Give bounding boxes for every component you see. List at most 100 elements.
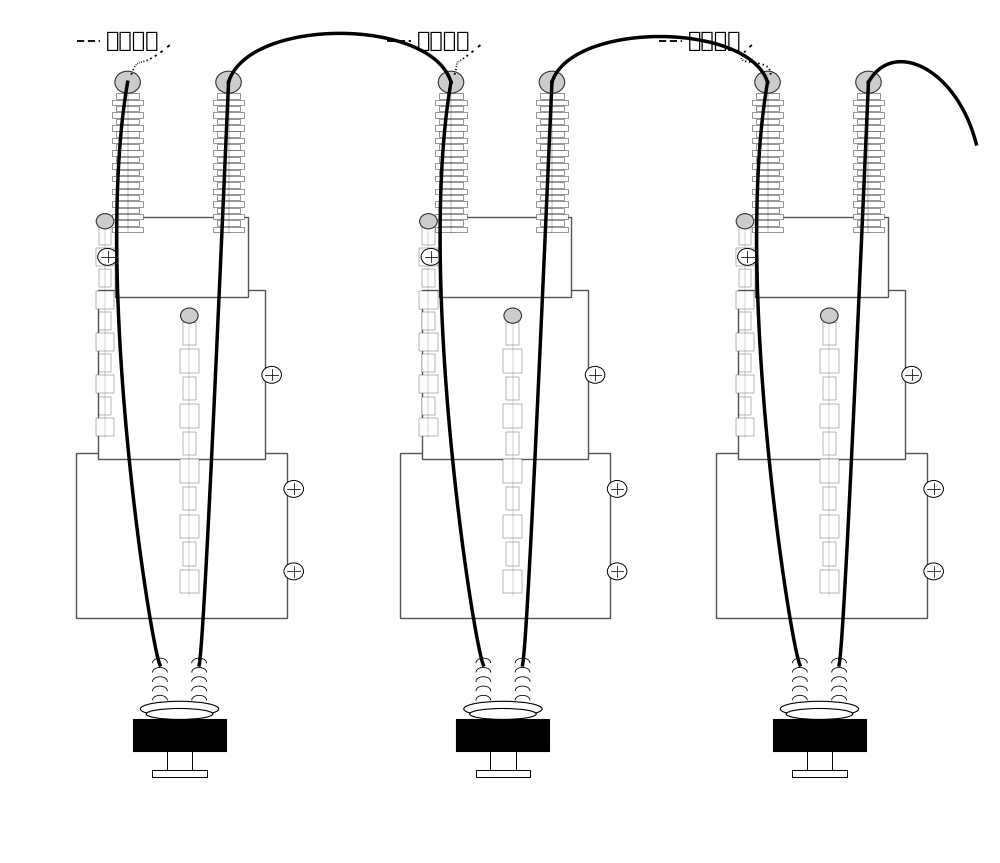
Bar [536, 138, 568, 143]
Bar [116, 182, 139, 187]
Bar [536, 188, 568, 194]
Bar [857, 144, 880, 149]
Circle shape [284, 481, 304, 497]
Bar [180, 459, 199, 482]
Bar [439, 106, 463, 111]
Bar [756, 195, 779, 200]
Bar [116, 220, 139, 225]
Bar [536, 150, 568, 156]
Circle shape [284, 563, 304, 580]
Bar [217, 182, 240, 187]
Bar [736, 418, 754, 436]
Bar [853, 188, 884, 194]
Bar [96, 418, 114, 436]
Bar [540, 169, 564, 175]
Bar [853, 138, 884, 143]
Circle shape [585, 367, 605, 383]
Bar [217, 169, 240, 175]
Bar [213, 150, 244, 156]
Bar [422, 227, 435, 245]
Bar [99, 227, 111, 245]
Bar [183, 322, 196, 345]
Circle shape [820, 308, 838, 324]
Bar [857, 208, 880, 213]
Bar [419, 291, 438, 309]
Bar [752, 100, 783, 105]
Bar [853, 125, 884, 130]
Bar [823, 432, 836, 456]
Bar [435, 100, 467, 105]
Bar [756, 182, 779, 187]
Bar [439, 131, 463, 137]
Bar [112, 227, 143, 232]
Bar [853, 227, 884, 232]
Bar [439, 119, 463, 124]
Bar [422, 354, 435, 372]
Circle shape [96, 214, 114, 229]
Bar [435, 163, 467, 168]
Bar [752, 112, 783, 118]
Text: 接电抗器: 接电抗器 [417, 31, 470, 51]
Bar [435, 150, 467, 156]
Bar [503, 350, 522, 373]
Bar [853, 214, 884, 219]
Bar [857, 106, 880, 111]
Bar [99, 312, 111, 330]
Bar [116, 157, 139, 162]
Bar [792, 770, 847, 778]
Bar [213, 138, 244, 143]
Bar [506, 376, 519, 400]
Bar [439, 169, 463, 175]
Bar [739, 312, 751, 330]
Bar [739, 269, 751, 287]
Bar [756, 144, 779, 149]
Bar [217, 106, 240, 111]
Bar [536, 201, 568, 206]
Bar [540, 220, 564, 225]
Bar [736, 375, 754, 394]
Bar [112, 138, 143, 143]
Bar [133, 719, 226, 751]
Bar [116, 119, 139, 124]
Bar [752, 176, 783, 181]
Circle shape [98, 249, 117, 265]
Bar [419, 249, 438, 266]
Circle shape [736, 214, 754, 229]
Bar [116, 195, 139, 200]
Bar [752, 138, 783, 143]
Bar [736, 291, 754, 309]
Ellipse shape [146, 709, 213, 720]
Bar [756, 119, 779, 124]
Bar [756, 220, 779, 225]
Bar [435, 138, 467, 143]
Bar [756, 131, 779, 137]
Bar [853, 163, 884, 168]
Bar [213, 227, 244, 232]
Bar [435, 214, 467, 219]
Bar [739, 354, 751, 372]
Bar [752, 125, 783, 130]
Bar [738, 290, 905, 459]
Circle shape [924, 481, 943, 497]
Bar [96, 375, 114, 394]
Bar [456, 719, 549, 751]
Bar [217, 119, 240, 124]
Circle shape [856, 72, 881, 93]
Bar [213, 112, 244, 118]
Bar [536, 227, 568, 232]
Bar [823, 376, 836, 400]
Bar [739, 227, 751, 245]
Bar [116, 131, 139, 137]
Text: 接电抗器: 接电抗器 [106, 31, 160, 51]
Bar [217, 157, 240, 162]
Bar [820, 350, 839, 373]
Bar [167, 751, 192, 772]
Bar [400, 452, 610, 618]
Bar [116, 144, 139, 149]
Circle shape [539, 72, 565, 93]
Bar [536, 112, 568, 118]
Bar [823, 542, 836, 565]
Bar [716, 452, 927, 618]
Bar [752, 188, 783, 194]
Bar [112, 176, 143, 181]
